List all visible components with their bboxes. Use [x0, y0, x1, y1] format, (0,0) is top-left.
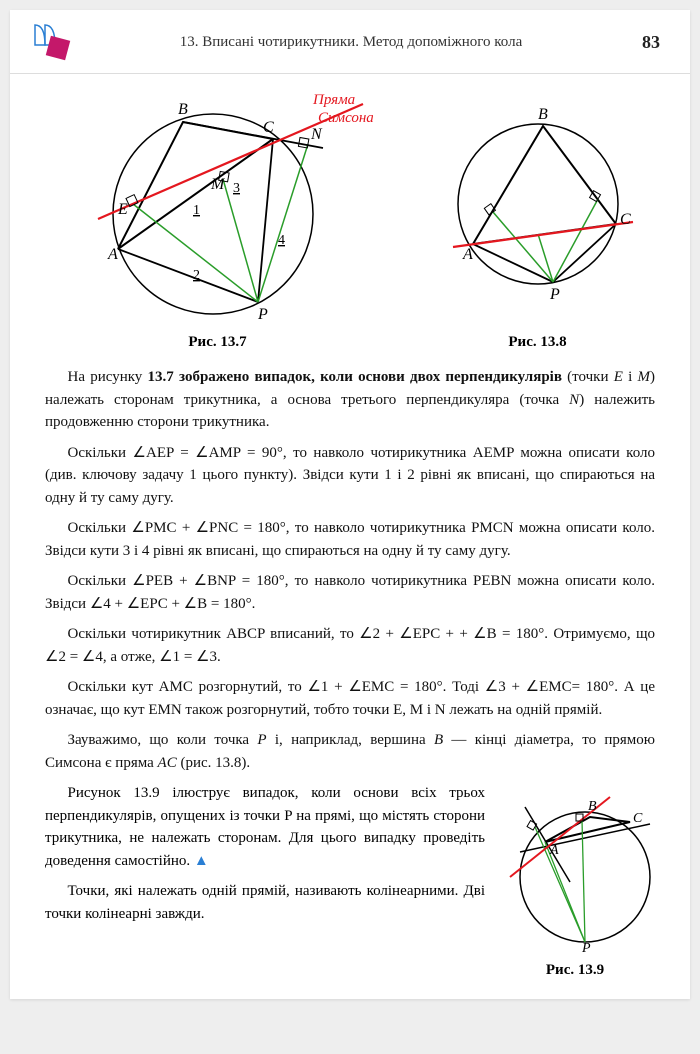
paragraph: Оскільки чотирикутник ABCP вписаний, то … [45, 623, 655, 668]
svg-text:2: 2 [193, 268, 200, 283]
figure-caption: Рис. 13.8 [438, 334, 638, 351]
figure-caption: Рис. 13.9 [485, 962, 665, 979]
paragraph: На рисунку 13.7 зображено випадок, коли … [45, 366, 655, 434]
figure-13-8: A B C P Рис. 13.8 [438, 84, 638, 351]
figure-13-9: A B C P Рис. 13.9 [485, 782, 665, 979]
svg-text:P: P [549, 286, 560, 303]
bottom-section: Рисунок 13.9 ілюструє випадок, коли осно… [10, 782, 690, 979]
header-title: 13. Вписані чотирикутники. Метод допоміж… [80, 34, 622, 51]
svg-text:A: A [462, 246, 473, 263]
svg-text:B: B [588, 799, 597, 814]
svg-text:B: B [538, 106, 548, 123]
paragraph: Оскільки кут AMC розгорнутий, то ∠1 + ∠E… [45, 676, 655, 721]
paragraph: Точки, які належать одній прямій, назива… [45, 880, 485, 925]
paragraph: Оскільки ∠PEB + ∠BNP = 180°, то навколо … [45, 570, 655, 615]
paragraph: Зауважимо, що коли точка P і, наприклад,… [45, 729, 655, 774]
figure-13-7: A B C N M E P 1 2 3 4 Пряма Симсона Рис.… [63, 84, 373, 351]
page-number: 83 [642, 32, 660, 53]
svg-text:E: E [117, 201, 128, 218]
paragraph: Оскільки ∠AEP = ∠AMP = 90°, то навколо ч… [45, 442, 655, 510]
svg-text:C: C [633, 811, 643, 826]
paragraph: Рисунок 13.9 ілюструє випадок, коли осно… [45, 782, 485, 872]
body-text: На рисунку 13.7 зображено випадок, коли … [10, 356, 690, 774]
figure-caption: Рис. 13.7 [63, 334, 373, 351]
paragraph: Оскільки ∠PMC + ∠PNC = 180°, то навколо … [45, 517, 655, 562]
end-triangle-icon: ▲ [194, 853, 209, 869]
svg-text:4: 4 [278, 233, 285, 248]
svg-text:C: C [620, 211, 631, 228]
header-logo-icon [30, 20, 80, 65]
svg-text:P: P [257, 306, 268, 323]
figures-row: A B C N M E P 1 2 3 4 Пряма Симсона Рис.… [10, 74, 690, 356]
page: 13. Вписані чотирикутники. Метод допоміж… [10, 10, 690, 999]
bottom-text: Рисунок 13.9 ілюструє випадок, коли осно… [45, 782, 485, 979]
svg-text:N: N [310, 126, 323, 143]
svg-text:P: P [581, 941, 591, 952]
svg-text:Пряма: Пряма [312, 92, 355, 108]
svg-text:3: 3 [233, 181, 240, 196]
svg-text:1: 1 [193, 203, 200, 218]
svg-text:C: C [263, 119, 274, 136]
svg-text:Симсона: Симсона [318, 110, 373, 126]
page-header: 13. Вписані чотирикутники. Метод допоміж… [10, 10, 690, 74]
svg-text:M: M [210, 176, 226, 193]
svg-text:A: A [549, 843, 559, 858]
svg-text:B: B [178, 101, 188, 118]
svg-text:A: A [107, 246, 118, 263]
